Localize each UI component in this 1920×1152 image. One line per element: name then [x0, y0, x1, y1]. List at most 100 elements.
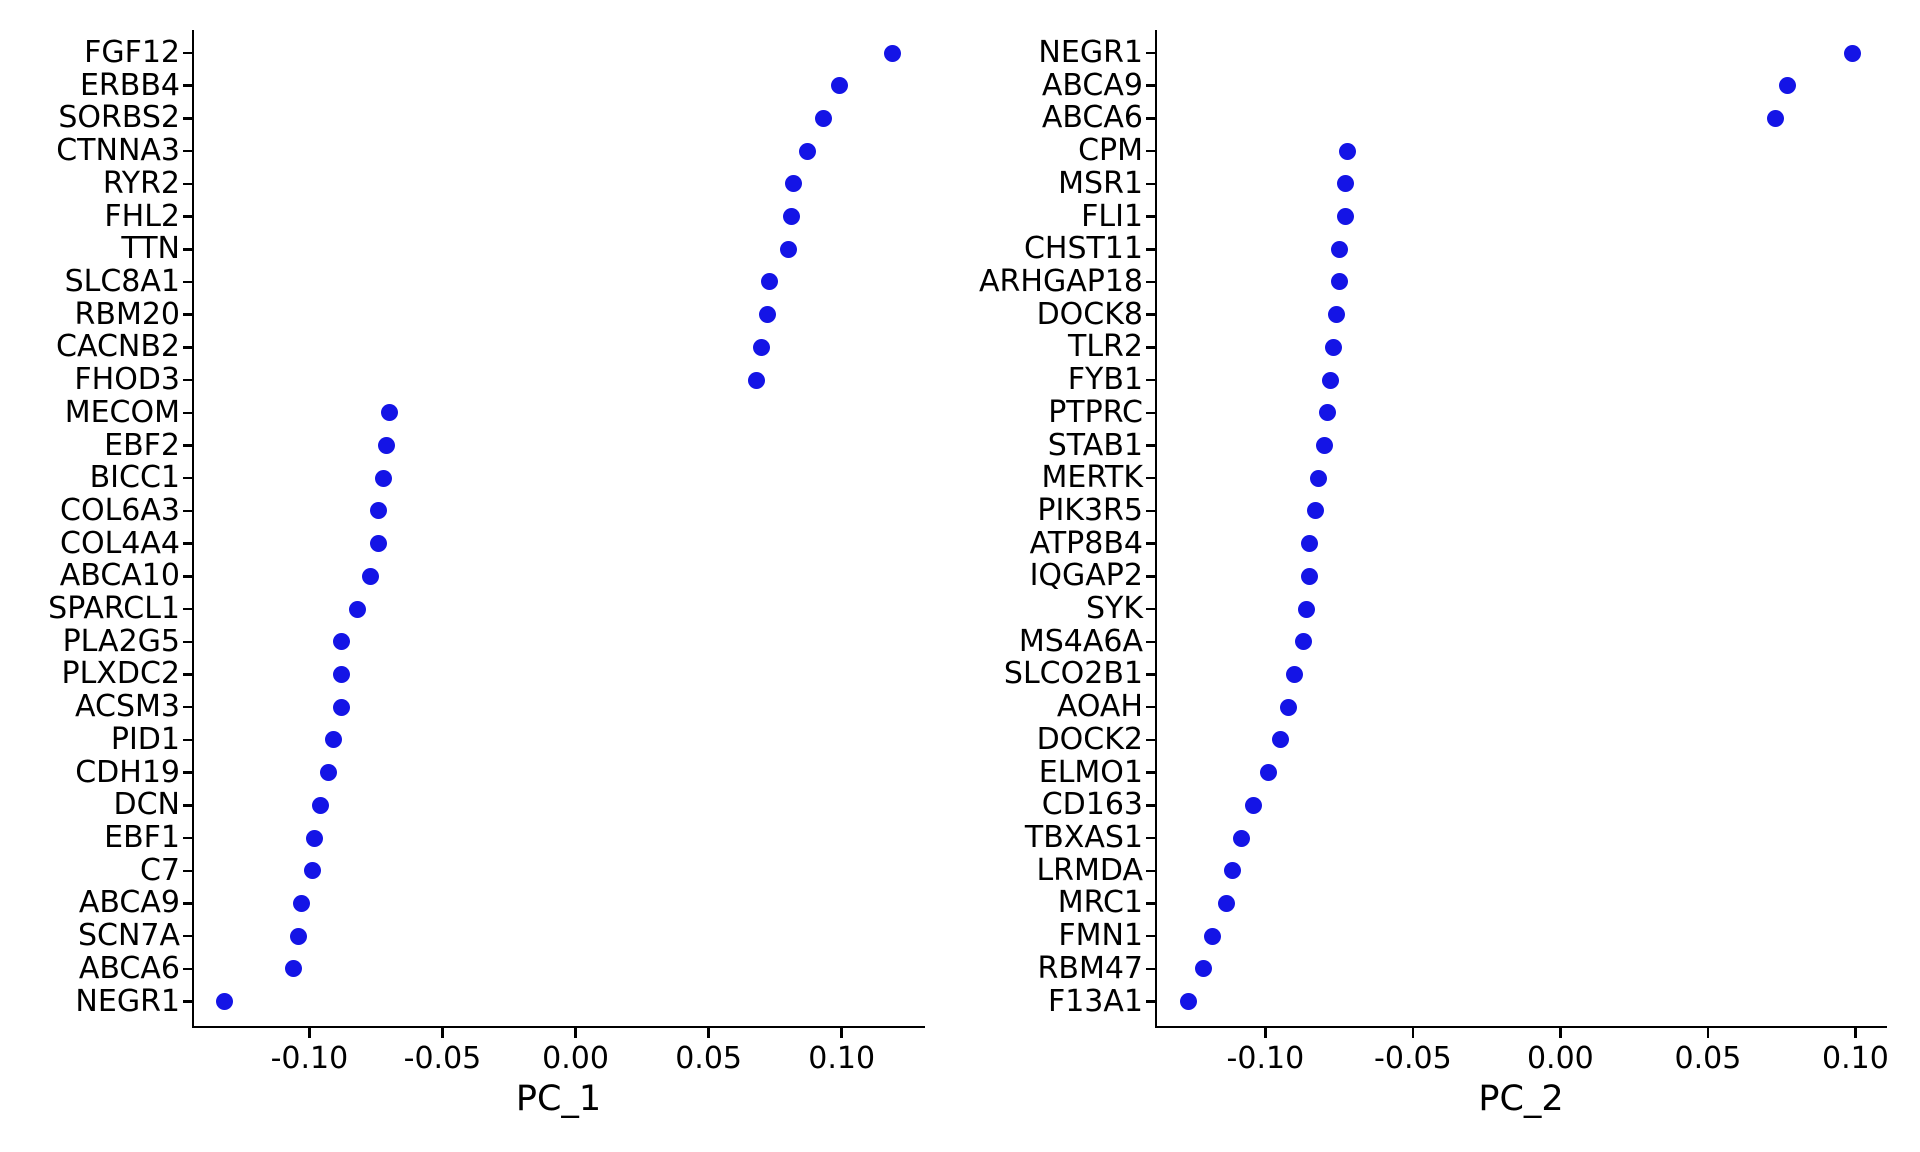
y-tick-mark: [1146, 542, 1155, 545]
gene-label-scn7a: SCN7A: [77, 918, 180, 954]
y-tick-mark: [1146, 738, 1155, 742]
loading-dot-dock2: [1271, 731, 1289, 749]
x-tick-mark: [1559, 1028, 1562, 1038]
loading-dot-slco2b1: [1286, 665, 1304, 683]
y-tick-mark: [183, 607, 192, 611]
y-tick-mark: [183, 705, 192, 709]
y-tick-mark: [183, 1000, 192, 1003]
x-tick-label: -0.05: [1374, 1041, 1452, 1076]
gene-label-slco2b1: SLCO2B1: [1003, 656, 1143, 692]
loading-dot-acsm3: [332, 698, 350, 716]
gene-label-col6a3: COL6A3: [60, 492, 180, 528]
gene-label-dock8: DOCK8: [1036, 296, 1143, 332]
y-tick-mark: [1146, 673, 1155, 676]
loading-dot-ebf1: [306, 829, 324, 847]
x-tick-mark: [308, 1028, 311, 1038]
y-tick-mark: [183, 444, 192, 447]
loading-dot-negr1: [1843, 44, 1861, 62]
gene-label-chst11: CHST11: [1023, 231, 1143, 267]
y-tick-mark: [1146, 607, 1155, 611]
y-tick-mark: [1146, 575, 1155, 578]
gene-label-tlr2: TLR2: [1068, 329, 1143, 365]
gene-label-abca6: ABCA6: [78, 950, 180, 986]
loading-dot-abca6: [1767, 109, 1785, 127]
y-tick-mark: [1146, 640, 1155, 644]
loading-dot-fgf12: [883, 44, 901, 62]
gene-label-ms4a6a: MS4A6A: [1018, 623, 1143, 659]
loading-dot-fmn1: [1203, 927, 1221, 945]
pc2-axis-label: PC_2: [1478, 1079, 1564, 1119]
y-tick-mark: [183, 869, 192, 872]
x-tick-label: 0.10: [1822, 1041, 1889, 1076]
y-tick-mark: [1146, 280, 1155, 284]
y-tick-mark: [183, 346, 192, 349]
y-tick-mark: [1146, 117, 1155, 120]
y-tick-mark: [1146, 476, 1155, 480]
gene-label-abca6: ABCA6: [1041, 100, 1143, 136]
gene-label-ryr2: RYR2: [102, 165, 180, 201]
x-tick-mark: [441, 1028, 444, 1038]
loading-dot-col6a3: [370, 502, 388, 520]
loading-dot-erbb4: [830, 77, 848, 95]
y-tick-mark: [1146, 1000, 1155, 1003]
y-tick-mark: [183, 934, 192, 938]
gene-label-cacnb2: CACNB2: [56, 329, 180, 365]
loading-dot-chst11: [1330, 240, 1348, 258]
gene-label-abca9: ABCA9: [1041, 67, 1143, 103]
y-tick-mark: [183, 215, 192, 218]
y-tick-mark: [183, 542, 192, 545]
y-tick-mark: [1146, 444, 1155, 447]
gene-label-dcn: DCN: [113, 787, 181, 823]
gene-label-elmo1: ELMO1: [1038, 754, 1143, 790]
gene-label-cd163: CD163: [1041, 787, 1143, 823]
gene-label-col4a4: COL4A4: [60, 525, 180, 561]
loading-dot-rbm20: [758, 306, 776, 324]
x-tick-label: 0.00: [542, 1041, 609, 1076]
x-tick-mark: [840, 1028, 843, 1038]
x-tick-label: -0.10: [270, 1041, 349, 1076]
y-tick-mark: [183, 84, 192, 87]
gene-label-cdh19: CDH19: [75, 754, 180, 790]
loading-dot-lrmda: [1224, 862, 1242, 880]
loading-dot-abca9: [292, 894, 310, 912]
loading-dot-fhod3: [748, 371, 766, 389]
x-tick-label: 0.10: [808, 1041, 876, 1076]
y-tick-mark: [183, 575, 192, 578]
gene-label-abca10: ABCA10: [59, 558, 180, 594]
x-tick-label: 0.00: [1526, 1041, 1594, 1076]
loading-dot-aoah: [1280, 698, 1298, 716]
y-tick-mark: [1146, 869, 1155, 872]
y-tick-mark: [1146, 248, 1155, 251]
gene-label-cpm: CPM: [1078, 133, 1143, 169]
y-tick-mark: [1146, 411, 1155, 415]
x-tick-mark: [1411, 1028, 1415, 1038]
pc1-axis-label: PC_1: [515, 1079, 602, 1119]
loading-dot-negr1: [215, 993, 233, 1011]
gene-label-ebf1: EBF1: [104, 820, 180, 856]
loading-dot-ms4a6a: [1295, 633, 1313, 651]
y-tick-mark: [1146, 934, 1155, 938]
loading-dot-abca9: [1779, 77, 1797, 95]
loading-dot-mecom: [380, 404, 398, 422]
y-tick-mark: [1146, 51, 1155, 55]
gene-label-mertk: MERTK: [1041, 460, 1144, 496]
gene-label-pla2g5: PLA2G5: [62, 623, 180, 659]
loading-dot-ryr2: [785, 175, 803, 193]
gene-label-fyb1: FYB1: [1067, 362, 1143, 398]
loading-dot-stab1: [1315, 437, 1333, 455]
x-tick-label: 0.05: [675, 1041, 742, 1076]
gene-label-fgf12: FGF12: [84, 35, 180, 70]
loading-dot-ctnna3: [798, 142, 816, 160]
loading-dot-slc8a1: [761, 273, 779, 291]
y-tick-mark: [183, 771, 192, 774]
y-tick-mark: [183, 149, 192, 153]
gene-label-mecom: MECOM: [64, 394, 180, 430]
loading-dot-pid1: [324, 731, 342, 749]
loading-dot-sparcl1: [348, 600, 366, 618]
gene-label-erbb4: ERBB4: [79, 67, 180, 103]
gene-label-syk: SYK: [1085, 591, 1143, 627]
y-tick-mark: [1146, 313, 1155, 316]
x-tick-mark: [1706, 1028, 1710, 1038]
gene-label-negr1: NEGR1: [1038, 35, 1143, 70]
y-tick-mark: [183, 509, 192, 513]
